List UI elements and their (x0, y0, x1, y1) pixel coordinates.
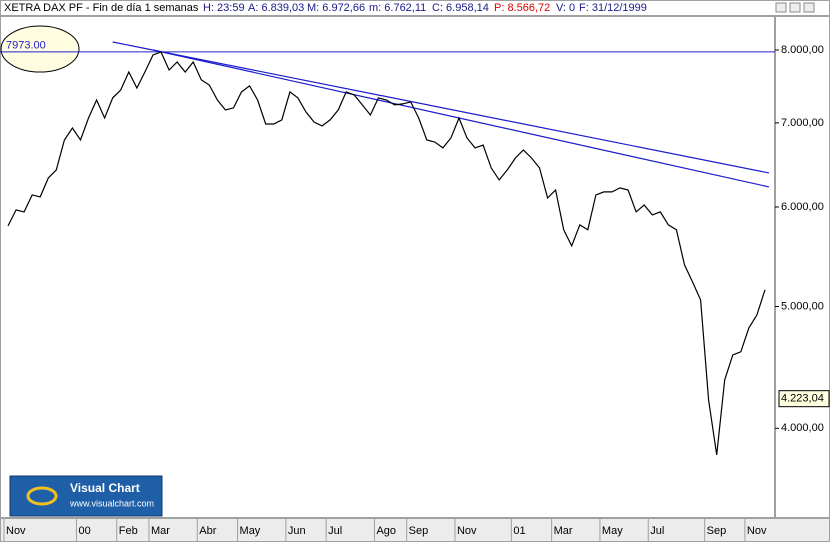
header-field: A: 6.839,03 (248, 2, 304, 14)
header-field: H: 23:59 (203, 2, 245, 14)
header-field: V: 0 (556, 2, 575, 14)
trend-line (112, 41, 770, 174)
x-tick-label: Mar (554, 525, 573, 537)
header-field: C: 6.958,14 (432, 2, 489, 14)
logo-title: Visual Chart (70, 481, 140, 495)
last-value-box (778, 390, 830, 408)
header-field: P: 8.566,72 (494, 2, 550, 14)
header-field: XETRA DAX PF - Fin de día 1 semanas (4, 2, 199, 14)
trend-line (152, 49, 770, 188)
x-tick-label: Sep (707, 525, 727, 537)
x-tick-label: Nov (457, 525, 477, 537)
x-tick-label: Ago (376, 525, 396, 537)
x-tick-label: May (602, 525, 623, 537)
x-tick-label: Jun (288, 525, 306, 537)
header-field: F: 31/12/1999 (579, 2, 647, 14)
x-tick-label: Jul (328, 525, 342, 537)
price-line (7, 51, 766, 455)
close-button[interactable] (803, 2, 815, 13)
header-field: M: 6.972,66 (307, 2, 365, 14)
y-axis-panel (775, 16, 830, 518)
last-value-label: 4.223,04 (781, 393, 824, 405)
x-tick-label: Abr (199, 525, 216, 537)
header-field: m: 6.762,11 (369, 2, 426, 14)
x-tick-label: May (240, 525, 261, 537)
y-tick-label: 6.000,00 (781, 201, 824, 213)
y-tick-label: 5.000,00 (781, 300, 824, 312)
x-tick-label: Nov (6, 525, 26, 537)
x-tick-label: 01 (513, 525, 525, 537)
y-tick-label: 7.000,00 (781, 117, 824, 129)
logo: Visual Chart www.visualchart.com (9, 475, 163, 517)
window-buttons (775, 2, 815, 13)
x-tick-label: Jul (650, 525, 664, 537)
logo-box (9, 475, 163, 517)
x-tick-label: Nov (747, 525, 767, 537)
y-tick-label: 4.000,00 (781, 422, 824, 434)
annotation-ellipse (0, 25, 80, 73)
minimize-button[interactable] (775, 2, 787, 13)
x-tick-label: Mar (151, 525, 170, 537)
hline-label: 7973.00 (6, 40, 46, 52)
x-tick-label: Feb (119, 525, 138, 537)
x-tick-label: Sep (409, 525, 429, 537)
logo-icon (26, 486, 58, 506)
maximize-button[interactable] (789, 2, 801, 13)
plot-area (0, 16, 775, 518)
x-tick-label: 00 (78, 525, 90, 537)
y-tick-label: 8.000,00 (781, 44, 824, 56)
logo-url: www.visualchart.com (69, 498, 154, 508)
